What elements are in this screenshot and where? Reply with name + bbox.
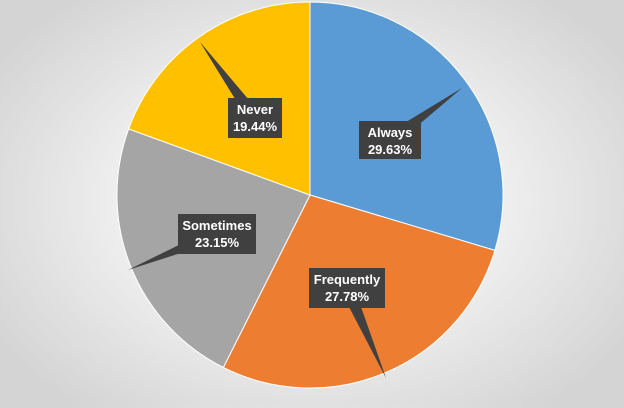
callout-category-label: Always [368, 125, 413, 140]
callout-category-label: Frequently [314, 272, 381, 287]
pie-slice-never [128, 1, 311, 196]
callout-percentage-label: 27.78% [325, 289, 370, 304]
callout-frequently: Frequently 27.78% [309, 268, 386, 378]
callout-category-label: Sometimes [182, 218, 251, 233]
callout-box [178, 214, 256, 254]
callout-percentage-label: 29.63% [368, 142, 413, 157]
callout-never: Never 19.44% [200, 42, 282, 138]
callout-box [309, 268, 385, 308]
callouts-layer: Always 29.63% Frequently 27.78% Sometimes 23.… [128, 42, 462, 378]
callout-box [359, 121, 421, 159]
slices-layer [116, 1, 504, 389]
callout-percentage-label: 19.44% [233, 119, 278, 134]
callout-category-label: Never [237, 102, 273, 117]
callout-box [228, 98, 282, 138]
callout-pointer [340, 285, 386, 378]
callout-sometimes: Sometimes 23.15% [128, 214, 256, 270]
callout-percentage-label: 23.15% [195, 235, 240, 250]
callout-always: Always 29.63% [359, 88, 462, 159]
